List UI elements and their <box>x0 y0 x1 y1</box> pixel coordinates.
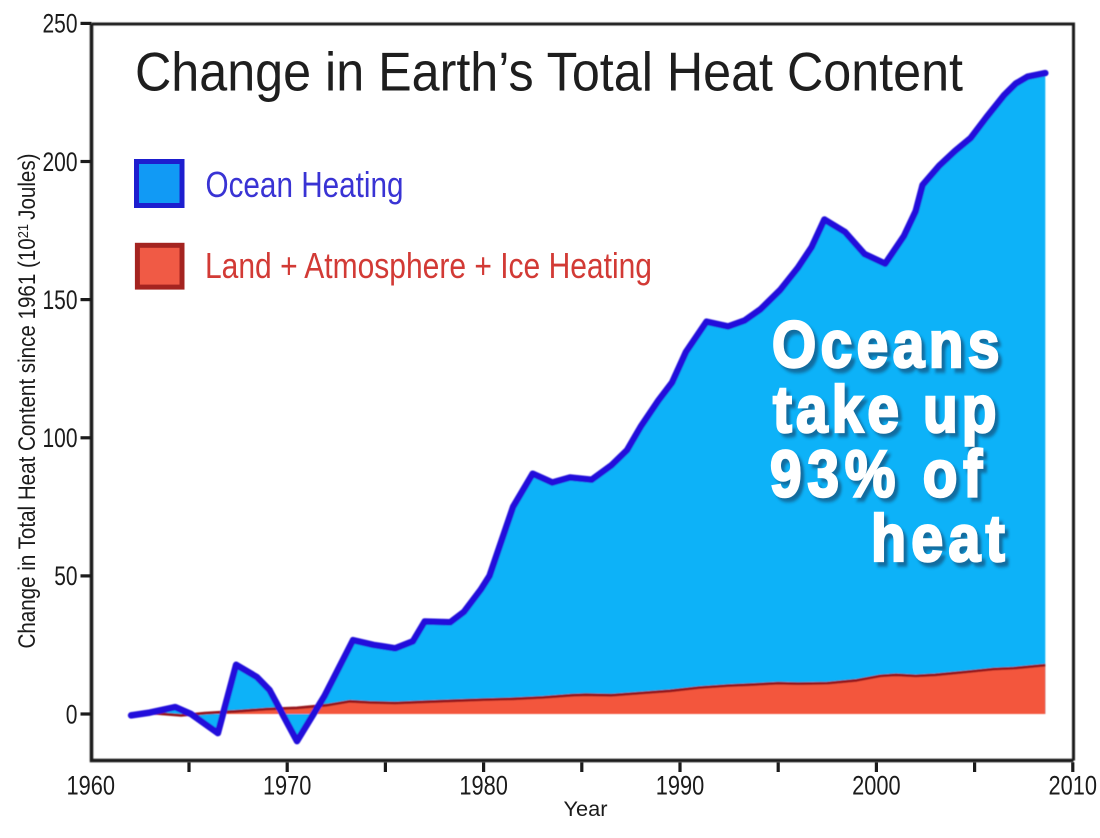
svg-text:93% of: 93% of <box>770 437 988 511</box>
svg-text:Year: Year <box>564 798 608 821</box>
svg-text:200: 200 <box>43 147 78 177</box>
svg-text:150: 150 <box>43 285 78 315</box>
svg-text:93% of: 93% of <box>774 442 992 516</box>
svg-text:Change in Total Heat Content s: Change in Total Heat Content since 1961 … <box>14 153 41 648</box>
svg-text:1980: 1980 <box>459 771 508 801</box>
svg-text:Oceans: Oceans <box>772 308 1004 382</box>
svg-text:100: 100 <box>43 423 78 453</box>
svg-text:1960: 1960 <box>67 771 116 801</box>
svg-text:2010: 2010 <box>1049 771 1098 801</box>
svg-text:0: 0 <box>66 699 78 729</box>
svg-text:take up: take up <box>773 373 1001 447</box>
svg-text:heat: heat <box>875 507 1014 581</box>
svg-text:heat: heat <box>871 503 1010 577</box>
svg-text:2000: 2000 <box>852 771 901 801</box>
svg-text:take up: take up <box>777 377 1005 451</box>
svg-text:1970: 1970 <box>263 771 312 801</box>
svg-text:Change in Earth’s Total Heat C: Change in Earth’s Total Heat Content <box>135 41 963 103</box>
svg-text:1990: 1990 <box>656 771 705 801</box>
svg-text:Ocean Heating: Ocean Heating <box>206 164 404 205</box>
svg-text:Land + Atmosphere + Ice Heatin: Land + Atmosphere + Ice Heating <box>205 245 652 286</box>
svg-text:50: 50 <box>54 561 77 591</box>
svg-text:250: 250 <box>43 9 78 39</box>
svg-text:Oceans: Oceans <box>776 312 1008 386</box>
